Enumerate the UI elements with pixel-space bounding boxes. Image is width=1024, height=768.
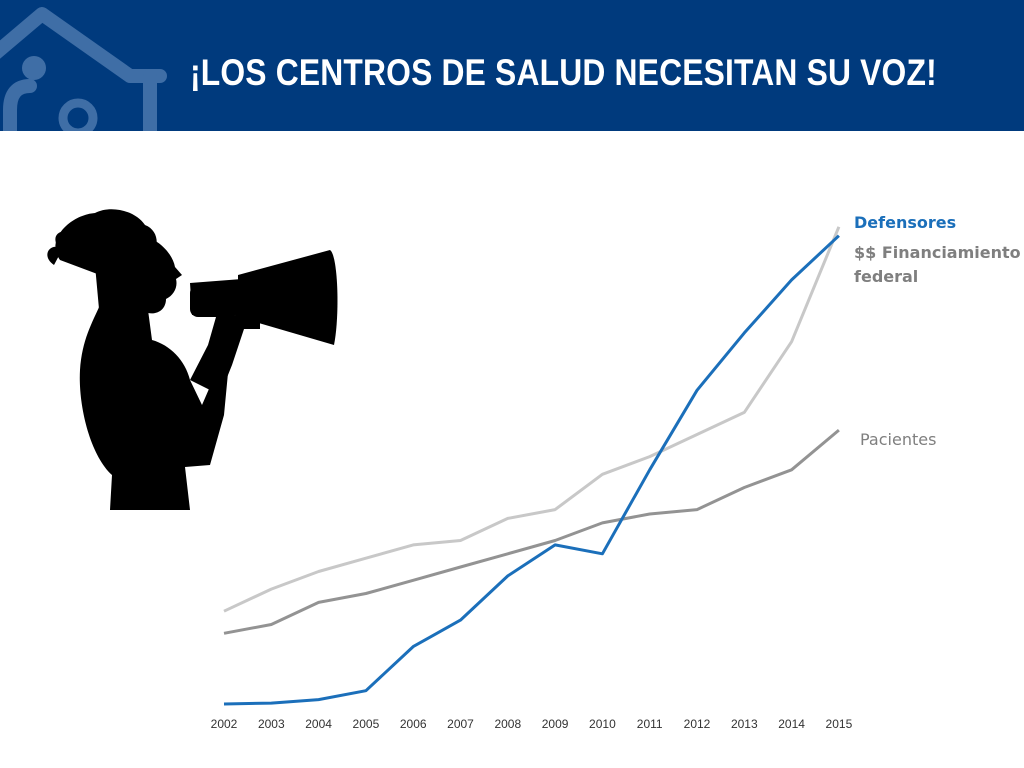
x-tick-label: 2009: [542, 717, 569, 731]
series-line-pacientes: [223, 428, 840, 635]
series-line-financiamiento-federal: [223, 226, 841, 613]
page-title: ¡LOS CENTROS DE SALUD NECESITAN SU VOZ!: [190, 52, 937, 93]
x-tick-label: 2006: [400, 717, 427, 731]
series-line-defensores: [223, 234, 840, 706]
x-tick-label: 2003: [258, 717, 285, 731]
x-tick-label: 2012: [684, 717, 711, 731]
x-tick-label: 2004: [305, 717, 332, 731]
x-tick-label: 2014: [778, 717, 805, 731]
legend-defensores: Defensores: [854, 213, 957, 232]
x-tick-label: 2002: [211, 717, 238, 731]
x-tick-label: 2008: [494, 717, 521, 731]
x-tick-label: 2015: [826, 717, 853, 731]
house-logo-watermark: [0, 7, 167, 131]
x-tick-label: 2013: [731, 717, 758, 731]
x-tick-label: 2011: [637, 717, 663, 731]
legend-pacientes: Pacientes: [860, 430, 937, 449]
x-tick-label: 2007: [447, 717, 474, 731]
legend-financiamiento-federal: $$ Financiamiento federal: [854, 243, 1021, 286]
x-tick-label: 2005: [353, 717, 380, 731]
person-with-megaphone-silhouette-icon: [47, 209, 338, 510]
x-tick-label: 2010: [589, 717, 616, 731]
header-banner: ¡LOS CENTROS DE SALUD NECESITAN SU VOZ!: [0, 0, 1024, 131]
